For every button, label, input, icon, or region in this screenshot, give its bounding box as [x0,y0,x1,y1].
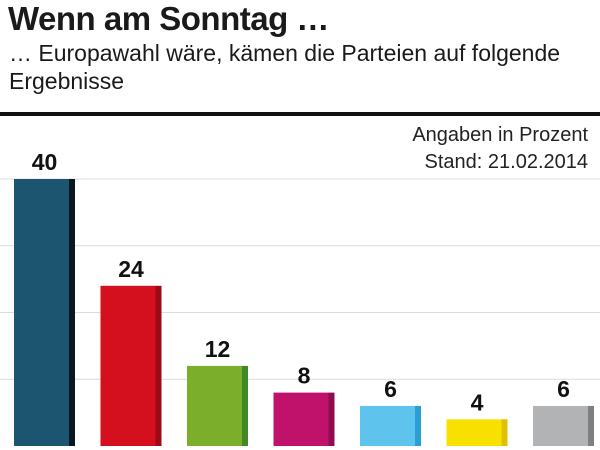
bar-fill-4 [360,405,415,446]
bar-6 [533,405,594,446]
bar-5 [446,419,508,446]
bar-value-label-5: 4 [471,389,484,415]
bar-edge-1 [155,285,162,446]
bar-edge-0 [69,179,75,446]
bar-edge-2 [242,365,248,446]
bar-value-label-0: 40 [32,149,58,175]
bar-3 [273,392,335,446]
bar-fill-2 [187,365,242,446]
gridlines [0,178,600,380]
value-labels: 40 24 12 8 6 4 6 [32,149,570,415]
note-date: Stand: 21.02.2014 [424,151,588,173]
bar-fill-6 [533,405,588,446]
bar-2 [187,365,248,446]
bar-value-label-3: 8 [298,363,311,389]
bar-edge-5 [501,419,508,446]
bar-fill-3 [273,392,329,446]
bar-fill-1 [100,285,156,446]
bar-1 [100,285,162,446]
bar-value-label-1: 24 [118,256,144,282]
bar-edge-6 [588,405,594,446]
bar-edge-3 [328,392,335,446]
header-divider [0,112,600,116]
bar-value-label-4: 6 [384,376,397,402]
bar-0 [14,179,75,446]
chart-subtitle: … Europawahl wäre, kämen die Parteien au… [9,40,561,94]
bar-4 [360,405,421,446]
chart-title: Wenn am Sonntag … [8,0,329,37]
chart-note: Angaben in Prozent Stand: 21.02.2014 [412,122,588,176]
note-unit: Angaben in Prozent [412,124,588,146]
bars [14,179,594,446]
bar-value-label-2: 12 [205,336,231,362]
bar-fill-0 [14,179,69,446]
bar-value-label-6: 6 [557,376,570,402]
bar-fill-5 [446,419,502,446]
bar-edge-4 [415,405,421,446]
